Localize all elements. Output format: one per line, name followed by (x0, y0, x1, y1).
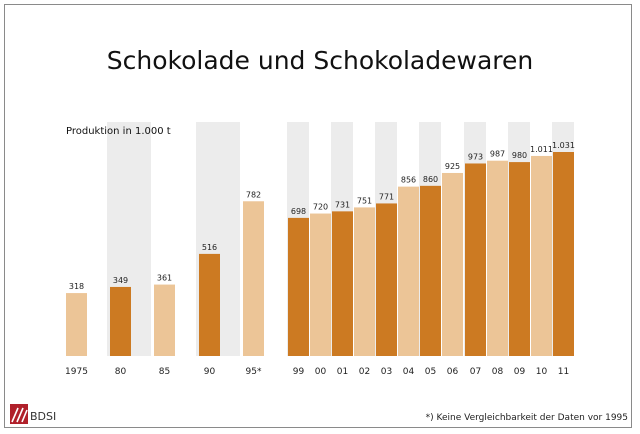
x-tick-label: 00 (315, 367, 327, 377)
y-axis-label: Produktion in 1.000 t (66, 126, 171, 137)
x-tick-label: 05 (425, 367, 436, 377)
x-tick-label: 07 (470, 367, 481, 377)
x-tick-label: 03 (381, 367, 392, 377)
x-tick-label: 06 (447, 367, 459, 377)
bar-value-label: 973 (468, 152, 483, 161)
bar-value-label: 698 (291, 207, 306, 216)
chart-border (4, 4, 632, 428)
bar (66, 293, 87, 356)
bar (332, 211, 353, 356)
bar-value-label: 1.011 (530, 145, 553, 154)
bar-value-label: 980 (512, 151, 527, 160)
x-tick-label: 80 (115, 367, 127, 377)
bar-value-label: 516 (202, 243, 217, 252)
bar-value-label: 318 (69, 282, 84, 291)
bar-value-label: 1.031 (552, 141, 575, 150)
x-tick-label: 02 (359, 367, 370, 377)
x-tick-label: 08 (492, 367, 504, 377)
bar (509, 162, 530, 356)
bar-value-label: 349 (113, 276, 128, 285)
bar (442, 172, 463, 356)
bar (465, 163, 486, 356)
x-tick-label: 85 (159, 367, 170, 377)
bar (288, 217, 309, 356)
bar-value-label: 751 (357, 196, 372, 205)
bar-value-label: 987 (490, 150, 505, 159)
bar (243, 201, 264, 356)
bar (154, 284, 175, 356)
bar (376, 203, 397, 356)
bar-value-label: 925 (445, 162, 460, 171)
logo-text: BDSI (30, 410, 57, 423)
x-tick-label: 10 (536, 367, 548, 377)
x-tick-label: 90 (204, 367, 216, 377)
bar (420, 185, 441, 356)
bar-value-label: 731 (335, 200, 350, 209)
x-tick-label: 11 (558, 367, 569, 377)
x-tick-label: 95* (246, 367, 262, 377)
bar (354, 207, 375, 356)
bdsi-logo-icon (10, 404, 28, 424)
x-tick-label: 1975 (65, 367, 88, 377)
bar (531, 155, 552, 356)
bar-value-label: 782 (246, 190, 261, 199)
bar (199, 253, 220, 356)
bar (398, 186, 419, 356)
x-tick-label: 04 (403, 367, 415, 377)
bar-value-label: 361 (157, 274, 172, 283)
bar-value-label: 720 (313, 203, 328, 212)
footnote: *) Keine Vergleichbarkeit der Daten vor … (425, 413, 628, 423)
chart-title: Schokolade und Schokoladewaren (106, 46, 534, 75)
bar-value-label: 856 (401, 176, 416, 185)
bar (553, 152, 574, 356)
bar (110, 286, 131, 356)
x-tick-label: 09 (514, 367, 526, 377)
x-tick-label: 01 (337, 367, 348, 377)
x-tick-label: 99 (293, 367, 305, 377)
bar-value-label: 860 (423, 175, 438, 184)
bar-value-label: 771 (379, 192, 394, 201)
bar (310, 213, 331, 356)
bar (487, 160, 508, 356)
